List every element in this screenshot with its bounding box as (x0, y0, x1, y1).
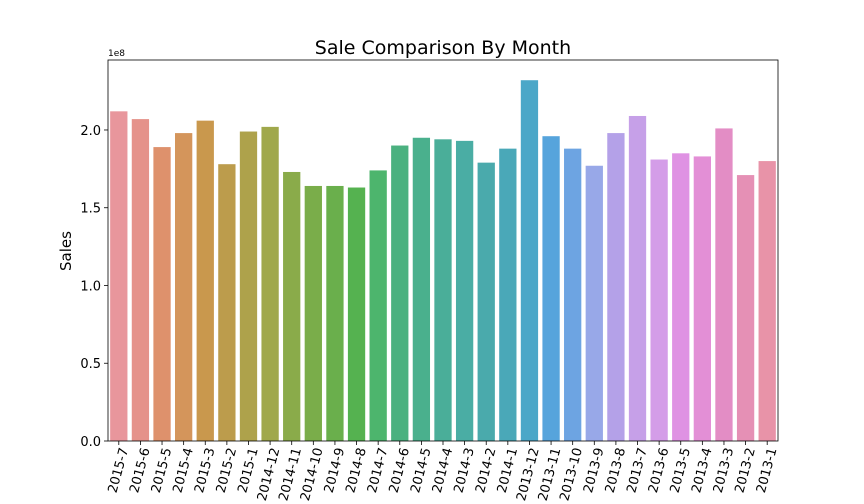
bar-2013-11 (542, 136, 560, 441)
y-tick-label: 1.5 (80, 202, 101, 217)
bars-group (110, 80, 776, 442)
bar-2014-1 (499, 148, 517, 441)
bar-2013-5 (672, 153, 690, 441)
bar-2014-12 (261, 126, 279, 442)
bar-2014-8 (347, 187, 366, 441)
bar-2013-4 (693, 156, 711, 442)
y-axis-ticks: 0.0 0.5 1.0 1.5 2.0 (80, 124, 108, 450)
y-tick-label: 0.0 (80, 435, 101, 450)
bar-2014-10 (304, 185, 322, 441)
y-tick-label: 1.0 (80, 279, 101, 294)
x-axis-ticks: 2015-72015-62015-52015-42015-32015-22015… (106, 441, 780, 503)
x-tick-label: 2013-1 (754, 446, 780, 494)
bar-2013-9 (585, 165, 603, 441)
bar-2014-2 (477, 162, 495, 441)
bar-2013-6 (650, 159, 668, 441)
plot-frame (107, 59, 779, 442)
bar-2015-4 (175, 133, 193, 441)
y-axis-scale-label: 1e8 (108, 49, 125, 59)
bar-2015-2 (218, 164, 236, 441)
bar-2013-12 (520, 80, 539, 441)
bar-2015-6 (131, 119, 150, 441)
bar-2015-3 (196, 120, 214, 442)
bar-2014-7 (369, 170, 387, 441)
bar-2014-6 (391, 145, 409, 441)
bar-2013-7 (628, 115, 647, 441)
bar-2014-9 (326, 185, 344, 441)
bar-2014-5 (412, 137, 431, 441)
bar-2014-3 (455, 140, 474, 441)
bar-2014-4 (434, 139, 452, 441)
bar-2013-3 (715, 128, 733, 442)
bar-2015-1 (239, 131, 258, 441)
bar-2013-10 (564, 148, 582, 441)
bar-2013-2 (736, 175, 755, 441)
chart-title: Sale Comparison By Month (315, 37, 571, 59)
bar-2013-8 (607, 133, 625, 441)
y-tick-label: 0.5 (80, 357, 101, 372)
y-axis-label: Sales (57, 231, 75, 271)
bar-2013-1 (758, 161, 776, 441)
y-tick-label: 2.0 (80, 124, 101, 139)
bar-2015-7 (110, 111, 128, 441)
bar-2014-11 (283, 171, 301, 441)
bar-2015-5 (153, 147, 171, 441)
